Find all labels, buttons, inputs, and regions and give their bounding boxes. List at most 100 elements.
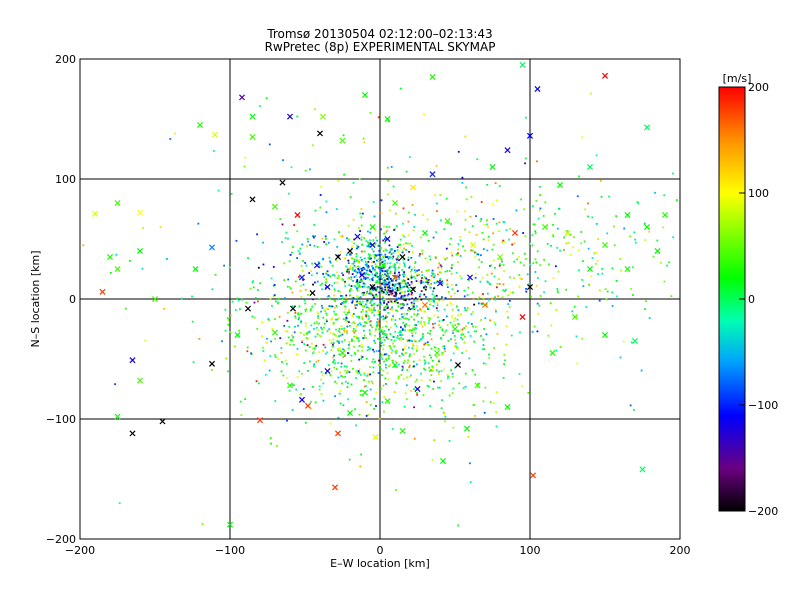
scatter-point [382,256,385,259]
colorbar-tick-label: −200 [748,505,778,518]
scatter-point [471,225,474,227]
scatter-point [403,312,406,315]
scatter-point [390,306,393,309]
scatter-point [580,231,583,233]
scatter-point [359,230,361,232]
scatter-point [454,292,456,295]
scatter-point [463,289,466,292]
scatter-point [309,309,312,312]
scatter-point [565,242,568,245]
scatter-point [432,299,435,302]
scatter-point [519,277,522,280]
scatter-point [332,338,335,341]
scatter-point [435,369,438,372]
scatter-marker [384,115,391,123]
scatter-point [351,330,354,332]
scatter-point [298,252,301,255]
scatter-point [332,343,334,346]
scatter-point [377,320,380,323]
scatter-point [350,383,353,386]
scatter-point [374,294,377,297]
scatter-point [382,384,385,387]
scatter-point [384,248,387,251]
scatter-point [587,283,590,286]
scatter-marker [286,382,294,389]
scatter-point [273,294,276,297]
scatter-point [298,275,300,278]
scatter-point [502,239,505,242]
scatter-point [304,310,307,313]
scatter-point [424,285,427,288]
scatter-point [387,301,390,304]
scatter-point [169,138,172,140]
scatter-point [500,258,503,260]
scatter-point [388,299,391,302]
scatter-point [451,308,454,311]
scatter-point [198,337,201,340]
scatter-point [556,289,559,292]
scatter-point [270,442,272,445]
scatter-point [502,220,505,223]
scatter-point [407,259,410,261]
scatter-point [387,278,390,281]
scatter-point [386,272,389,275]
scatter-point [288,389,291,392]
scatter-point [446,283,449,286]
scatter-point [180,297,183,300]
scatter-point [533,223,536,226]
scatter-point [393,274,396,277]
scatter-point [531,244,534,247]
scatter-point [118,502,121,505]
scatter-point [353,270,356,272]
scatter-point [451,324,454,327]
scatter-point [330,370,333,373]
scatter-point [322,316,325,319]
scatter-point [322,308,325,311]
scatter-point [408,329,411,332]
scatter-point [379,289,381,291]
scatter-point [343,330,346,333]
scatter-point [347,277,349,280]
scatter-point [342,301,344,304]
scatter-point [294,311,297,314]
scatter-point [363,305,366,308]
scatter-point [402,222,404,225]
scatter-point [542,215,545,217]
scatter-point [347,259,350,262]
scatter-marker [361,389,369,396]
scatter-point [331,345,334,348]
scatter-point [400,307,403,310]
scatter-point [373,215,376,218]
scatter-point [325,272,328,275]
scatter-point [290,166,293,169]
scatter-point [408,324,411,327]
scatter-point [342,318,345,321]
scatter-point [361,308,364,311]
scatter-point [398,278,401,280]
scatter-point [385,325,388,328]
scatter-point [298,277,301,279]
scatter-point [503,354,506,356]
scatter-point [398,259,400,261]
scatter-point [385,274,388,277]
scatter-marker [639,466,646,473]
scatter-point [372,250,375,253]
scatter-point [423,362,426,365]
scatter-point [295,353,298,356]
scatter-point [347,224,350,227]
scatter-point [428,385,430,388]
scatter-point [373,253,376,256]
scatter-point [241,298,243,301]
scatter-point [238,329,241,332]
scatter-point [284,297,286,299]
scatter-point [361,317,364,320]
scatter-point [311,342,313,345]
scatter-point [428,279,431,281]
scatter-point [538,185,541,188]
scatter-point [356,280,358,283]
scatter-point [369,308,372,311]
scatter-point [408,375,411,378]
scatter-point [400,282,403,285]
scatter-point [391,428,394,431]
scatter-point [338,347,341,350]
